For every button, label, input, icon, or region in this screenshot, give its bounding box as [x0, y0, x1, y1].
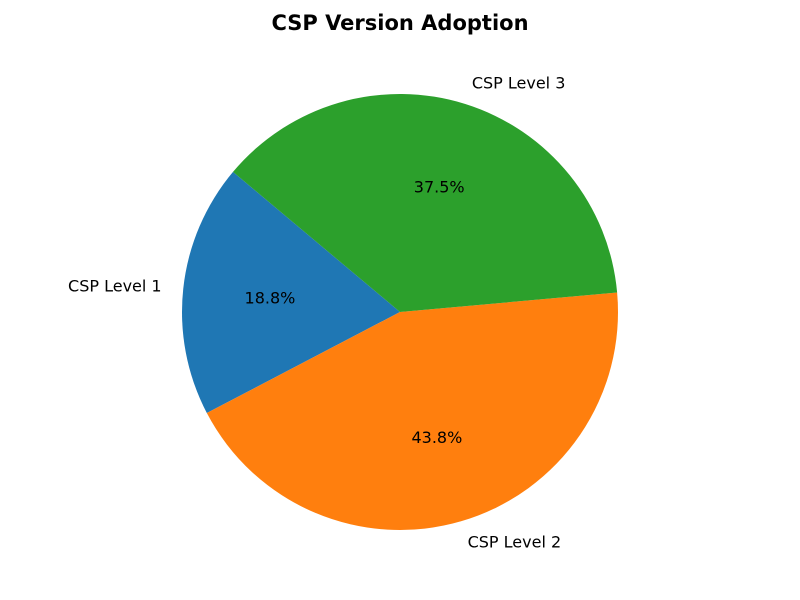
slice-label-1: CSP Level 1 [68, 277, 162, 296]
slice-label-3: CSP Level 3 [472, 74, 566, 93]
pie-slices [181, 93, 619, 530]
slice-percent-2: 43.8% [411, 428, 462, 447]
slice-label-2: CSP Level 2 [468, 533, 562, 552]
pie-labels: CSP Level 1 18.8% CSP Level 2 43.8% CSP Leve… [68, 74, 565, 552]
pie-slice-2 [206, 292, 619, 530]
pie-slice-1 [181, 171, 400, 414]
chart-title: CSP Version Adoption [271, 11, 528, 35]
slice-percent-3: 37.5% [414, 178, 465, 197]
slice-percent-1: 18.8% [245, 288, 296, 307]
pie-slice-3 [233, 93, 618, 312]
